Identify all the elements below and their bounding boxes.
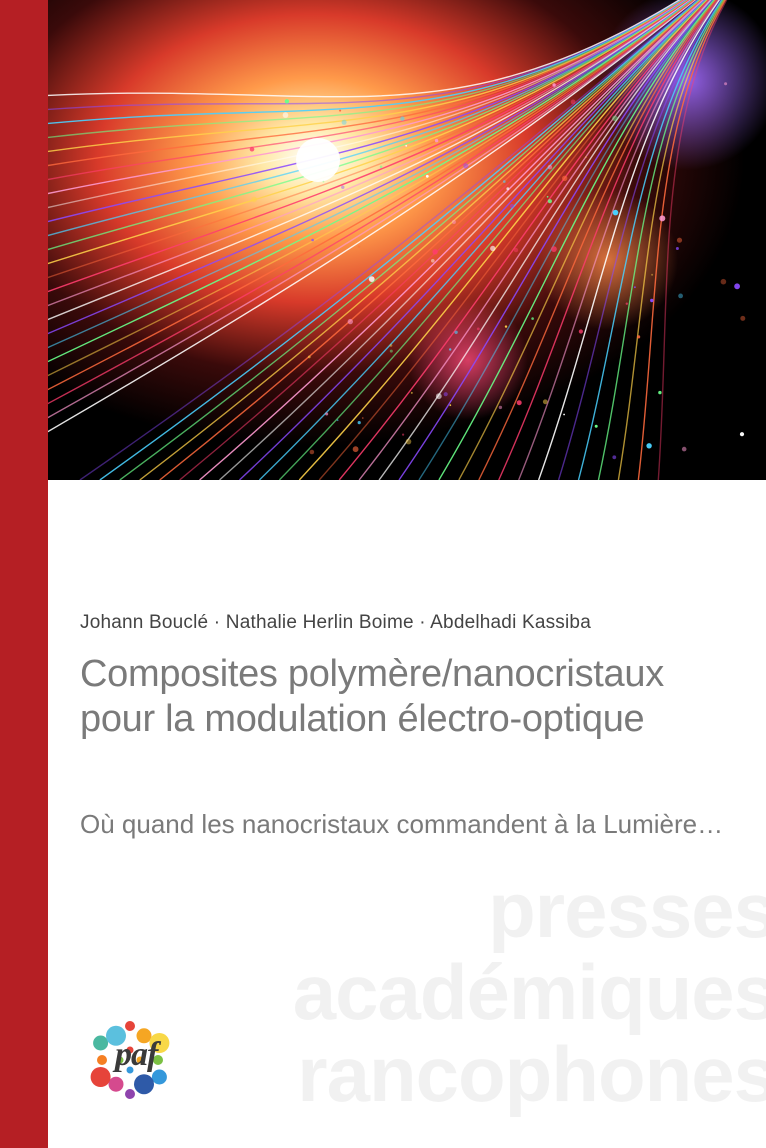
publisher-logo-text: paf (115, 1036, 157, 1074)
cover-art (48, 0, 766, 480)
book-subtitle: Où quand les nanocristaux commandent à l… (80, 808, 726, 841)
book-cover: Johann Bouclé · Nathalie Herlin Boime · … (0, 0, 766, 1148)
book-title: Composites polymère/nanocristaux pour la… (80, 652, 736, 742)
watermark-line-1: presses (293, 870, 766, 952)
watermark-line-2: académiques (293, 952, 766, 1034)
light-fiber-art-svg (48, 0, 766, 480)
spine-bar (0, 0, 48, 1148)
publisher-watermark: presses académiques rancophones (293, 870, 766, 1116)
watermark-line-3: rancophones (293, 1034, 766, 1116)
author-names: Johann Bouclé · Nathalie Herlin Boime · … (80, 612, 591, 634)
